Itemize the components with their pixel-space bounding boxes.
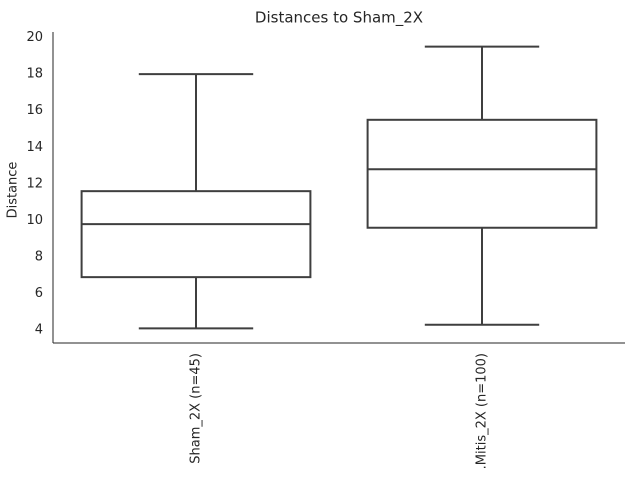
y-tick-label: 10 xyxy=(26,213,43,228)
y-axis-label: Distance xyxy=(6,162,21,219)
y-tick-label: 4 xyxy=(35,323,43,338)
box xyxy=(366,118,598,229)
x-tick-label: .Mitis_2X (n=100) xyxy=(475,353,490,469)
y-tick-label: 20 xyxy=(26,30,43,45)
y-tick-label: 18 xyxy=(26,67,43,82)
y-tick-label: 12 xyxy=(26,176,43,191)
y-tick-label: 6 xyxy=(35,286,43,301)
box xyxy=(80,190,312,279)
y-tick-label: 16 xyxy=(26,103,43,118)
x-tick-label: Sham_2X (n=45) xyxy=(189,353,204,464)
y-tick-label: 14 xyxy=(26,140,43,155)
y-tick-label: 8 xyxy=(35,250,43,265)
chart-title: Distances to Sham_2X xyxy=(255,9,423,28)
